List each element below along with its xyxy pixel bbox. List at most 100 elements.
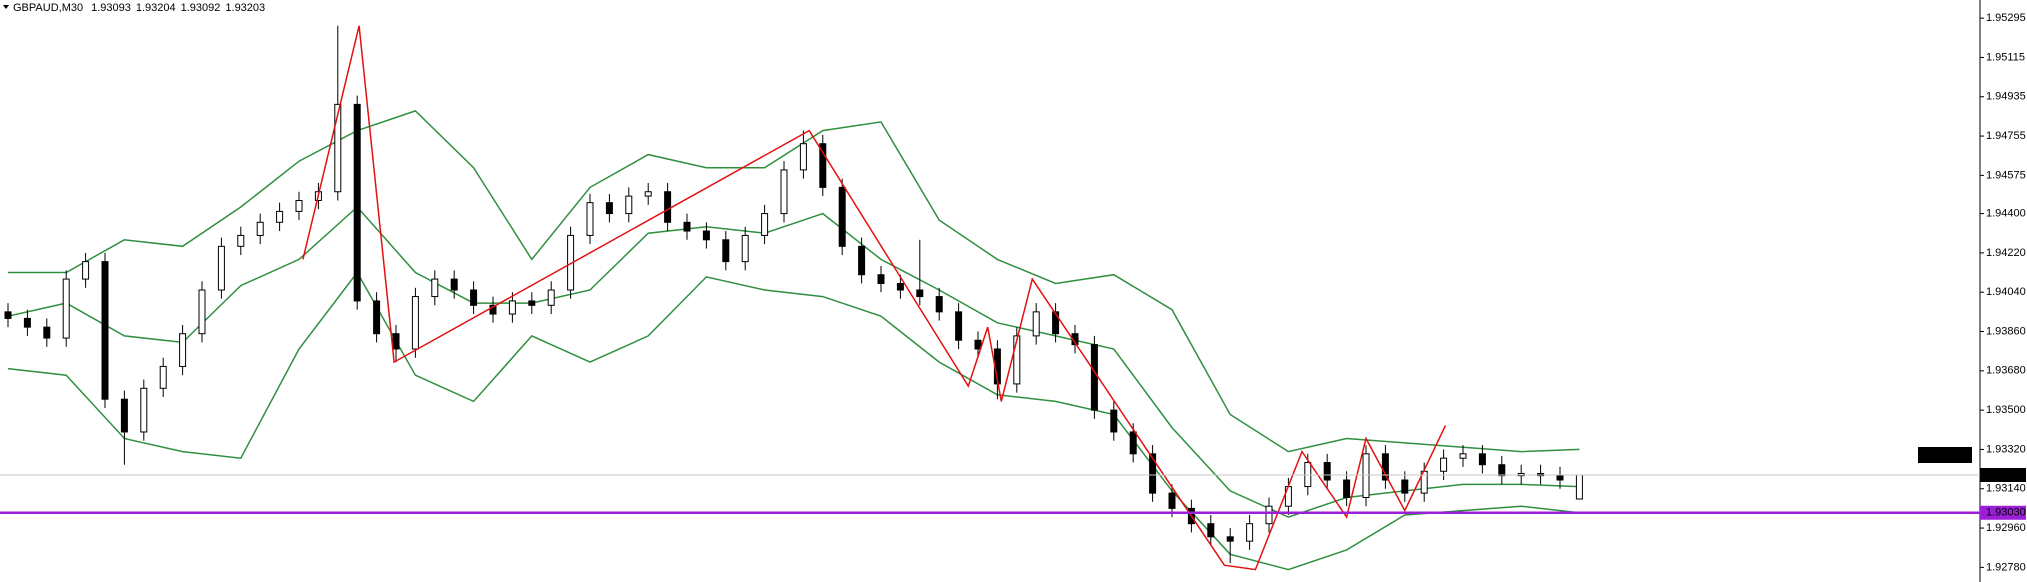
y-tick-label: 1.92960 [1986, 522, 2026, 534]
candle-body [625, 195, 633, 215]
candle-body [159, 365, 167, 389]
y-tick-label: 1.94040 [1986, 286, 2026, 298]
candle-body [741, 234, 749, 263]
candle-body [683, 221, 691, 232]
candle-body [334, 103, 342, 193]
candle-body [1498, 464, 1506, 477]
candle-body [877, 274, 885, 284]
candle-body [1401, 479, 1409, 494]
price-label-box [1980, 467, 2026, 482]
candle-body [256, 221, 264, 236]
bollinger-upper [8, 110, 1580, 453]
candle-body [1265, 505, 1273, 525]
indicator-label: BB ON [1928, 449, 1962, 461]
candle-body [1129, 431, 1137, 455]
candle-body [586, 202, 594, 236]
candle-body [23, 317, 31, 328]
y-tick-label: 1.94220 [1986, 247, 2026, 259]
y-tick-label: 1.93320 [1986, 443, 2026, 455]
candle-body [955, 311, 963, 341]
header-high: 1.93204 [136, 2, 176, 14]
candle-body [664, 191, 672, 223]
candle-body [916, 289, 924, 298]
candle-body [1013, 335, 1021, 385]
candle-body [935, 296, 943, 313]
candle-body [508, 300, 516, 315]
candle-body [528, 300, 536, 306]
bollinger-lower [7, 271, 1580, 571]
candle-body [217, 245, 225, 291]
candle-body [1478, 453, 1486, 466]
candle-body [4, 311, 12, 319]
candle-body [799, 143, 807, 171]
candle-body [1556, 475, 1564, 481]
candle-body [198, 289, 206, 335]
candle-body [644, 191, 652, 197]
y-tick-label: 1.93680 [1986, 365, 2026, 377]
candle-body [722, 239, 730, 263]
candle-body [392, 333, 400, 350]
chart-header: GBPAUD,M30 1.93093 1.93204 1.93092 1.93203 [13, 2, 265, 14]
candle-body [702, 230, 710, 241]
candle-body [1207, 523, 1215, 538]
candle-body [373, 300, 381, 335]
candle-body [140, 387, 148, 433]
candle-body [82, 261, 90, 280]
candle-body [1090, 344, 1098, 411]
candle-body [470, 289, 478, 306]
candle-body [295, 199, 303, 212]
candle-body [605, 202, 613, 215]
y-tick-label: 1.94400 [1986, 207, 2026, 219]
candle-body [1149, 453, 1157, 494]
header-open: 1.93093 [91, 2, 131, 14]
candle-body [896, 282, 904, 291]
price-label: 1.93030 [1986, 507, 2026, 519]
header-close: 1.93203 [225, 2, 265, 14]
candle-body [1032, 311, 1040, 337]
y-tick-label: 1.95115 [1986, 51, 2025, 63]
candle-body [819, 143, 827, 188]
candle-body [974, 339, 982, 350]
bollinger-middle [7, 205, 1580, 518]
y-tick-label: 1.93860 [1986, 325, 2026, 337]
candle-body [1052, 311, 1060, 335]
zigzag [302, 25, 1447, 571]
y-tick-label: 1.94755 [1986, 130, 2026, 142]
candle-body [1246, 523, 1254, 542]
collapse-arrow[interactable] [3, 5, 9, 9]
candle-body [547, 289, 555, 306]
symbol: GBPAUD,M30 [13, 2, 83, 14]
y-tick-label: 1.93140 [1986, 483, 2026, 495]
candle-body [353, 103, 361, 302]
candle-body [1343, 479, 1351, 498]
y-tick-label: 1.93500 [1986, 404, 2026, 416]
candle-body [1110, 409, 1118, 433]
candle-body [62, 278, 70, 339]
candle-body [276, 210, 284, 223]
y-tick-label: 1.94935 [1986, 91, 2026, 103]
y-tick-label: 1.92780 [1986, 561, 2026, 573]
candle-body [1168, 492, 1176, 509]
y-tick-label: 1.94575 [1986, 169, 2026, 181]
candle-body [1575, 474, 1583, 500]
header-low: 1.93092 [181, 2, 221, 14]
candle-body [120, 398, 128, 433]
candle-body [1226, 536, 1234, 542]
candle-body [489, 304, 497, 315]
candle-body [1362, 453, 1370, 498]
price-label: 1.93203 [1986, 469, 2026, 481]
candle-body [1381, 453, 1389, 481]
candle-body [838, 186, 846, 247]
candle-body [431, 278, 439, 298]
candle-body [43, 326, 51, 339]
candle-body [411, 296, 419, 350]
candle-body [179, 333, 187, 367]
candle-body [858, 245, 866, 276]
candle-body [1323, 462, 1331, 481]
candle-body [1440, 457, 1448, 472]
candle-body [761, 213, 769, 236]
candle-body [450, 278, 458, 291]
